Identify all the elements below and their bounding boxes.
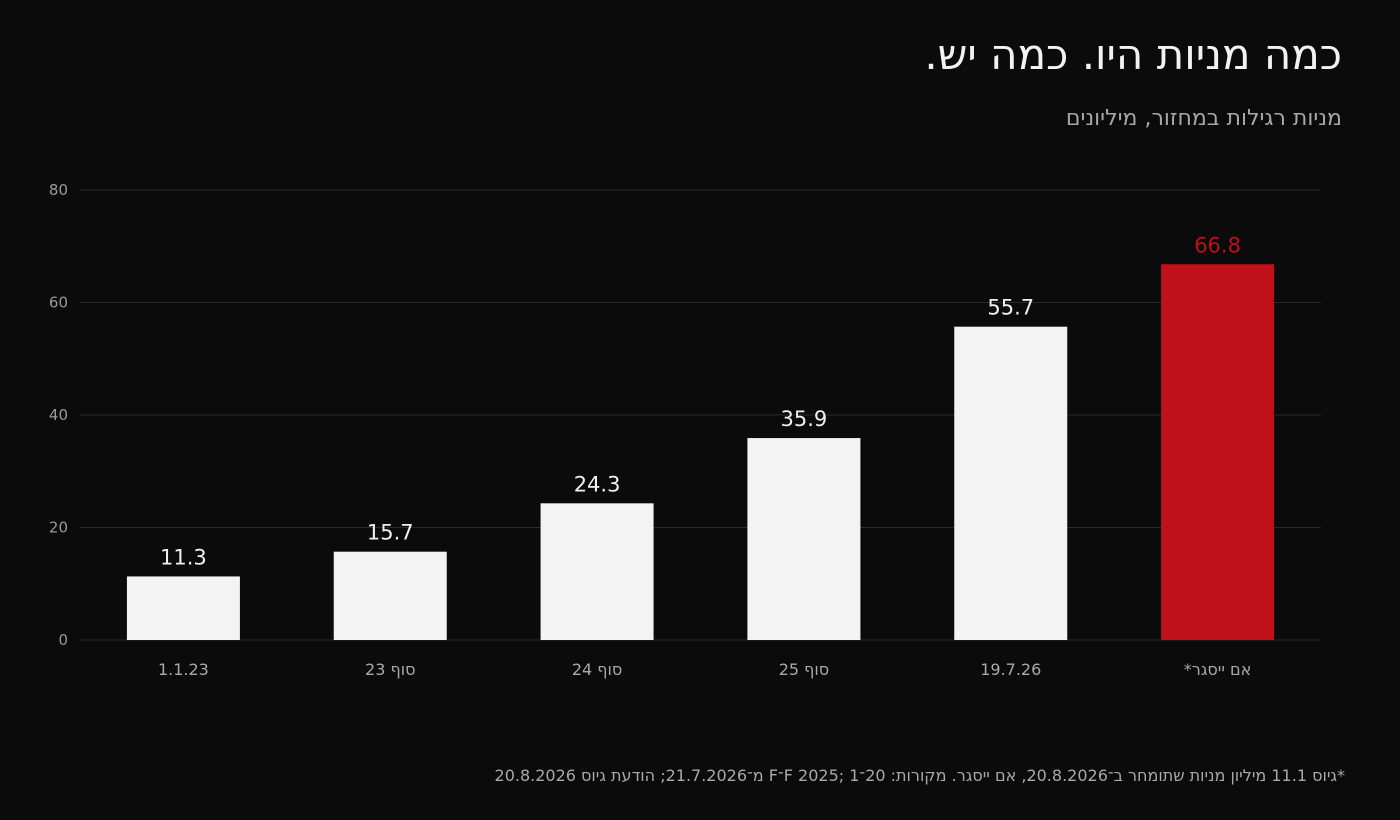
x-category-label: סוף 25	[779, 660, 829, 679]
bar-chart: 0 20 40 60 80 11.3 1.1.23 15.7 סוף 23 24.3 סוף 24 3…	[49, 181, 1321, 679]
bar-value-label: 35.9	[781, 407, 828, 431]
bar	[954, 326, 1068, 640]
bar	[333, 551, 447, 640]
y-tick-label: 80	[49, 181, 68, 199]
y-tick-label: 60	[49, 294, 68, 312]
bar-value-label: 24.3	[574, 472, 621, 496]
x-category-label: סוף 23	[365, 660, 415, 679]
bar	[540, 503, 654, 640]
y-tick-label: 0	[58, 631, 68, 649]
footnote: *גיוס 11.1 מיליון מניות שתומחר ב־20.8.20…	[494, 766, 1345, 785]
bar-value-label: 15.7	[367, 521, 414, 545]
bar	[1161, 264, 1275, 640]
x-category-label: סוף 24	[572, 660, 622, 679]
bar-value-label: 66.8	[1194, 233, 1241, 257]
bar-value-label: 11.3	[160, 545, 207, 569]
bar-value-label: 55.7	[987, 296, 1034, 320]
x-category-label: אם ייסגר*	[1184, 660, 1252, 679]
bar	[126, 576, 240, 640]
x-category-label: 19.7.26	[980, 660, 1041, 679]
bar	[747, 438, 861, 640]
x-category-label: 1.1.23	[158, 660, 209, 679]
chart-title: כמה מניות היו. כמה יש.	[924, 30, 1342, 79]
y-tick-label: 20	[49, 519, 68, 537]
chart-subtitle: מניות רגילות במחזור, מיליונים	[1065, 106, 1342, 131]
y-tick-label: 40	[49, 406, 68, 424]
